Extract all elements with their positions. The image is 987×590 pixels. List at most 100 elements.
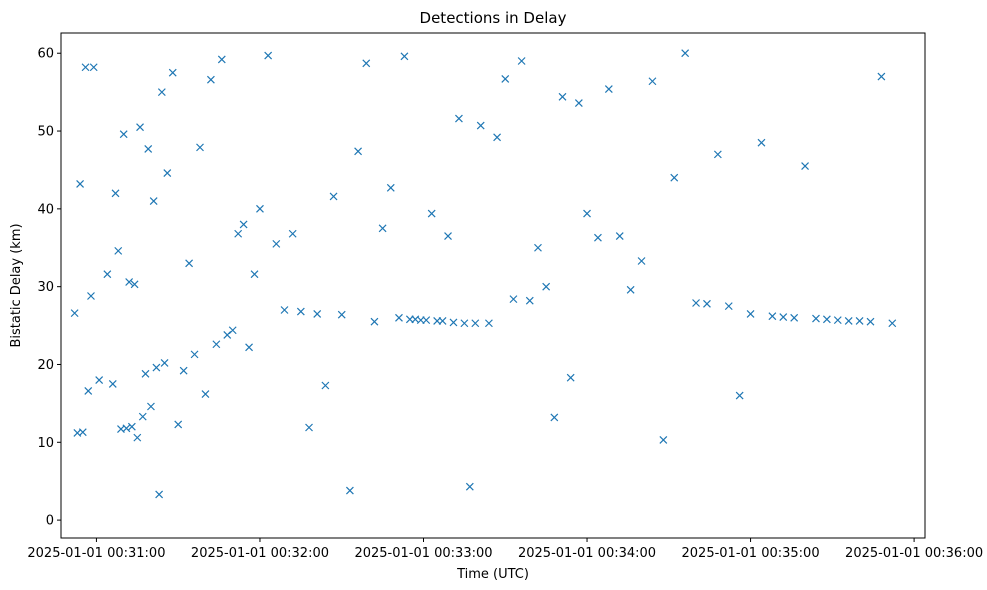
data-point — [574, 99, 583, 107]
data-point — [866, 317, 875, 326]
data-point — [855, 316, 864, 325]
data-point — [313, 309, 322, 318]
data-point — [212, 340, 221, 349]
data-point — [801, 162, 810, 170]
x-tick-label: 2025-01-01 00:31:00 — [27, 546, 165, 561]
y-tick-label: 60 — [37, 47, 54, 62]
data-point — [163, 169, 172, 177]
y-tick-label: 20 — [37, 358, 54, 373]
data-point — [95, 376, 104, 384]
data-point — [103, 270, 112, 279]
data-point — [280, 306, 289, 314]
y-axis-ticks: 0 10 20 30 40 50 60 — [37, 47, 61, 529]
data-point — [157, 88, 166, 97]
data-point — [155, 490, 164, 499]
y-tick-label: 10 — [37, 436, 54, 451]
data-point — [594, 233, 602, 242]
data-point — [525, 296, 534, 305]
data-point — [272, 239, 281, 248]
data-point — [264, 51, 273, 60]
data-point — [844, 316, 853, 325]
data-point — [484, 319, 493, 328]
data-point — [206, 75, 215, 84]
data-point — [724, 302, 733, 311]
data-point — [460, 319, 469, 328]
data-point — [501, 74, 510, 83]
data-point — [566, 373, 575, 382]
data-point — [296, 307, 305, 316]
y-tick-label: 40 — [37, 202, 54, 217]
data-point — [558, 92, 567, 101]
data-point — [386, 183, 395, 192]
data-point — [395, 313, 403, 322]
data-point — [659, 436, 668, 444]
data-point — [703, 299, 711, 308]
data-point — [168, 68, 177, 77]
data-point — [542, 282, 551, 291]
data-point — [493, 133, 502, 142]
data-point — [185, 259, 194, 268]
y-tick-label: 30 — [37, 280, 54, 295]
y-tick-label: 50 — [37, 125, 54, 140]
data-point — [768, 312, 777, 321]
data-point — [779, 313, 788, 321]
data-point — [321, 381, 330, 390]
data-point — [138, 412, 147, 421]
data-point — [455, 114, 463, 123]
data-point — [152, 363, 161, 372]
data-point — [89, 63, 98, 72]
x-axis-ticks: 2025-01-01 00:31:00 2025-01-01 00:32:00 20… — [27, 538, 983, 561]
data-point — [190, 350, 199, 359]
data-point — [422, 316, 431, 325]
data-point — [427, 209, 436, 218]
data-point — [122, 424, 131, 433]
data-point — [509, 295, 518, 304]
data-point — [583, 209, 591, 218]
data-point — [136, 123, 144, 132]
data-point — [354, 147, 363, 156]
data-point — [228, 326, 237, 335]
data-point — [471, 319, 480, 328]
x-tick-label: 2025-01-01 00:35:00 — [682, 546, 820, 561]
data-point — [378, 224, 387, 233]
data-point — [888, 319, 897, 328]
data-point — [174, 420, 183, 429]
y-axis-label: Bistatic Delay (km) — [9, 223, 24, 347]
data-point — [201, 390, 210, 398]
data-point — [160, 358, 169, 367]
data-point — [550, 413, 559, 422]
data-point — [149, 197, 158, 205]
data-point — [345, 486, 354, 495]
chart-title: Detections in Delay — [420, 9, 567, 27]
data-point — [125, 278, 134, 286]
plot-frame — [60, 32, 926, 539]
data-point — [790, 313, 799, 322]
data-point — [108, 380, 117, 388]
x-tick-label: 2025-01-01 00:32:00 — [191, 546, 329, 561]
data-point — [245, 343, 253, 352]
data-point — [196, 143, 204, 152]
data-point — [692, 299, 700, 307]
data-point — [746, 309, 755, 318]
data-point — [141, 369, 150, 378]
x-axis-label: Time (UTC) — [456, 567, 529, 582]
data-point — [256, 204, 264, 213]
data-point — [337, 310, 346, 319]
data-point — [305, 423, 313, 432]
data-point — [217, 55, 226, 64]
data-point — [70, 309, 79, 318]
data-point — [517, 57, 526, 65]
data-point — [370, 317, 379, 326]
plot-area — [61, 33, 925, 538]
data-point — [147, 402, 155, 411]
data-point — [87, 292, 95, 300]
data-point — [626, 285, 635, 294]
data-point — [250, 270, 259, 279]
data-point — [133, 433, 142, 442]
data-point — [111, 189, 120, 198]
data-point — [119, 130, 128, 139]
data-point — [812, 314, 820, 323]
data-point — [239, 220, 248, 229]
data-point — [362, 59, 371, 68]
